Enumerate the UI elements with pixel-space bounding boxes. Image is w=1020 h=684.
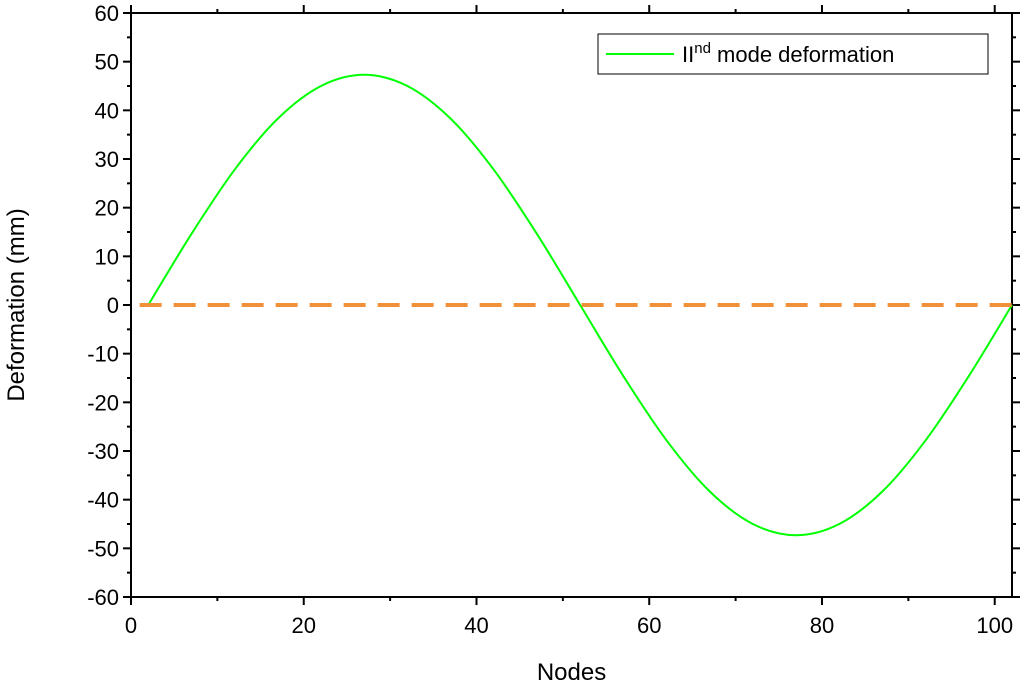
- series-layer: [139, 73, 1013, 537]
- y-tick-label: -20: [87, 390, 119, 415]
- y-tick-label: -50: [87, 536, 119, 561]
- legend-label-main: II: [682, 42, 694, 67]
- legend-label: IInd mode deformation: [682, 40, 894, 67]
- x-tick-label: 0: [125, 613, 137, 638]
- y-axis-title: Deformation (mm): [3, 208, 30, 401]
- y-tick-label: -30: [87, 439, 119, 464]
- y-tick-label: 20: [95, 196, 119, 221]
- y-tick-label: 50: [95, 50, 119, 75]
- y-tick-label: 0: [107, 293, 119, 318]
- x-tick-label: 80: [810, 613, 834, 638]
- y-tick-label: 10: [95, 244, 119, 269]
- x-axis-title: Nodes: [537, 659, 606, 684]
- x-tick-label: 40: [464, 613, 488, 638]
- y-tick-label: 40: [95, 98, 119, 123]
- legend: IInd mode deformation: [597, 33, 989, 75]
- y-tick-label: -40: [87, 488, 119, 513]
- legend-label-sup: nd: [694, 40, 711, 57]
- x-tick-label: 60: [637, 613, 661, 638]
- legend-label-rest: mode deformation: [711, 42, 894, 67]
- x-tick-label: 100: [976, 613, 1013, 638]
- y-tick-label: -60: [87, 585, 119, 610]
- mode-deformation-line: [147, 73, 1013, 537]
- y-tick-label: 60: [95, 1, 119, 26]
- x-tick-label: 20: [292, 613, 316, 638]
- y-tick-label: -10: [87, 342, 119, 367]
- y-tick-label: 30: [95, 147, 119, 172]
